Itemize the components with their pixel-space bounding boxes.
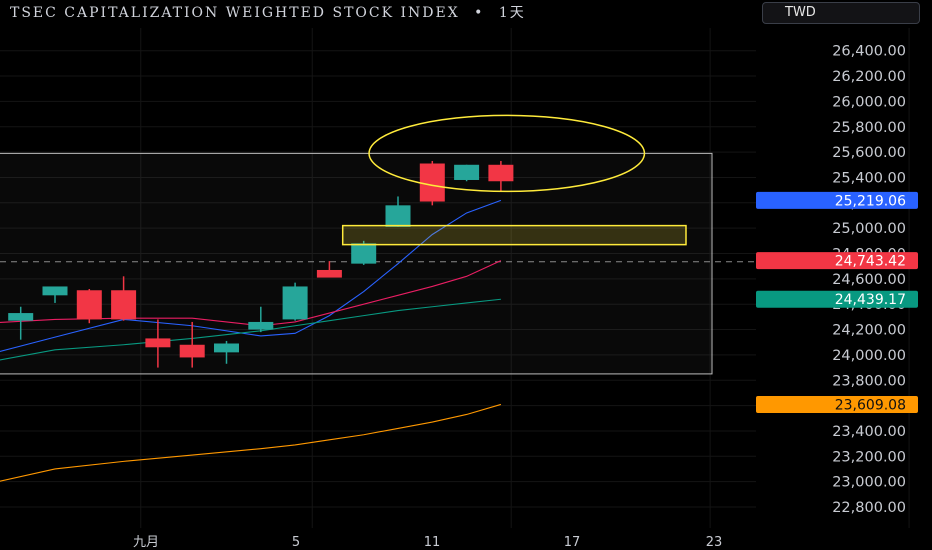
y-axis-tick-label: 24,600.00 [832, 272, 906, 288]
candle-body[interactable] [282, 286, 308, 320]
y-axis-tick-label: 23,000.00 [832, 475, 906, 491]
moving-average-line [0, 199, 502, 352]
y-axis-tick-label: 26,000.00 [832, 94, 906, 110]
price-badge [756, 290, 918, 308]
candle-body[interactable] [145, 338, 171, 348]
candle-body[interactable] [419, 163, 445, 202]
symbol-name: TSEC CAPITALIZATION WEIGHTED STOCK INDEX [10, 5, 460, 21]
price-badge [756, 252, 918, 270]
currency-button[interactable]: TWD [762, 2, 920, 24]
y-axis-tick-label: 24,000.00 [832, 348, 906, 364]
y-axis-tick-label: 23,800.00 [832, 373, 906, 389]
x-axis-tick-label: 5 [292, 535, 300, 550]
candle-body[interactable] [351, 243, 377, 264]
candle-body[interactable] [42, 286, 68, 296]
y-axis-tick-label: 25,000.00 [832, 221, 906, 237]
price-badge [756, 395, 918, 413]
price-badge-label: 23,609.08 [835, 397, 906, 413]
candle-body[interactable] [111, 290, 137, 320]
y-axis-tick-label: 26,200.00 [832, 69, 906, 85]
y-axis-tick-label: 25,800.00 [832, 120, 906, 136]
moving-average-line [0, 403, 502, 482]
candle-body[interactable] [454, 164, 480, 180]
y-axis-tick-label: 25,400.00 [832, 170, 906, 186]
interval-label[interactable]: 1天 [498, 5, 526, 21]
candle-body[interactable] [316, 269, 342, 278]
y-axis-tick-label: 22,800.00 [832, 500, 906, 516]
candle-body[interactable] [8, 313, 34, 321]
annotation-rectangle[interactable] [341, 224, 687, 246]
price-badge-label: 25,219.06 [835, 193, 906, 209]
chart-title: TSEC CAPITALIZATION WEIGHTED STOCK INDEX… [10, 4, 526, 22]
y-axis-tick-label: 26,400.00 [832, 44, 906, 60]
candle-body[interactable] [488, 164, 514, 182]
x-axis-tick-label: 17 [564, 535, 581, 550]
annotation-ellipse[interactable] [368, 114, 646, 193]
currency-label: TWD [785, 5, 816, 20]
range-box [0, 152, 713, 375]
title-separator: • [474, 5, 485, 21]
y-axis-tick-label: 23,400.00 [832, 424, 906, 440]
candle-body[interactable] [385, 205, 411, 227]
x-axis-tick-label: 九月 [133, 535, 159, 550]
y-axis-tick-label: 25,600.00 [832, 145, 906, 161]
moving-average-line [0, 298, 501, 361]
y-axis-tick-label: 24,200.00 [832, 323, 906, 339]
candle-body[interactable] [76, 290, 102, 320]
x-axis-tick-label: 23 [706, 535, 723, 550]
candle-body[interactable] [214, 343, 239, 353]
y-axis-tick-label: 23,200.00 [832, 449, 906, 465]
price-badge-label: 24,743.42 [835, 254, 906, 270]
price-badge [756, 191, 918, 209]
candle-body[interactable] [248, 321, 274, 330]
price-badge-label: 24,439.17 [835, 292, 906, 308]
candle-body[interactable] [179, 344, 205, 358]
x-axis-tick-label: 11 [424, 535, 441, 550]
